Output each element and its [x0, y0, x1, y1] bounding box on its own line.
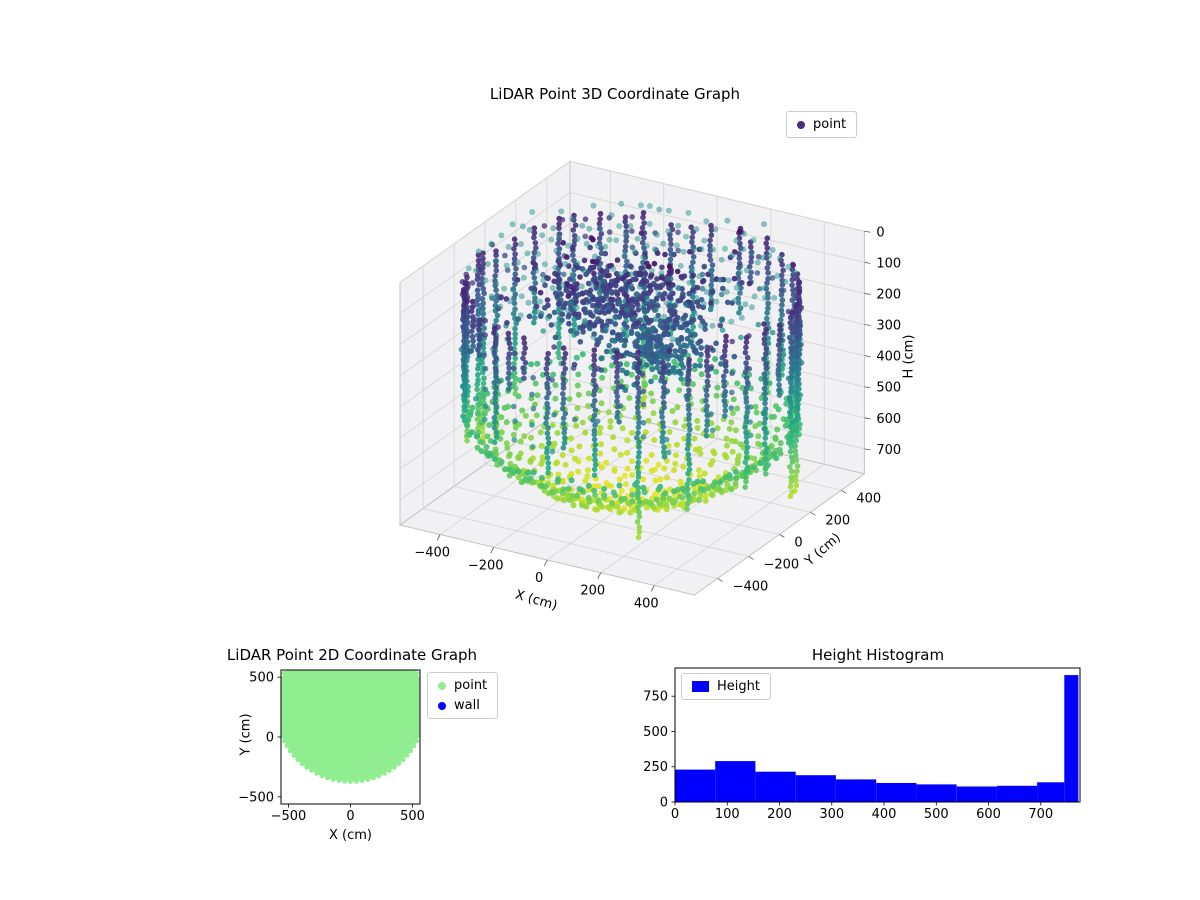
tick-label: 750 — [643, 690, 668, 705]
legend-item-label: point — [813, 117, 847, 132]
tick-label: 400 — [876, 350, 901, 365]
tick-label: 700 — [876, 443, 901, 458]
tick-label: 500 — [400, 809, 425, 824]
point-marker-swatch — [797, 120, 805, 129]
tick-label: 400 — [872, 807, 897, 822]
point-scatter-region — [281, 670, 420, 784]
plot3d-title: LiDAR Point 3D Coordinate Graph — [489, 85, 741, 103]
legend-item-label: wall — [454, 698, 480, 713]
tick-label: −200 — [468, 558, 504, 573]
tick-label: −200 — [764, 557, 800, 572]
tick-label: 0 — [660, 796, 668, 811]
tick-label: 400 — [856, 491, 881, 506]
tick-label: −400 — [733, 580, 769, 595]
height-histogram-plot: 0 100 200 300 400 500 600 700 0 250 500 750 — [643, 667, 1081, 822]
tick-label: 500 — [924, 807, 949, 822]
height-bar-swatch — [692, 681, 709, 692]
scatter2d-plot: −500 0 500 −500 0 500 — [238, 669, 425, 824]
tick-label: 200 — [876, 287, 901, 302]
point-cloud — [458, 200, 805, 541]
tick-label: 700 — [1028, 807, 1053, 822]
tick-label: 0 — [535, 571, 543, 586]
x-axis-label: X (cm) — [513, 587, 558, 613]
tick-label: 100 — [715, 807, 740, 822]
histogram-legend: Height — [681, 673, 771, 700]
histogram-title: Height Histogram — [811, 646, 945, 664]
tick-label: 500 — [249, 671, 274, 686]
tick-label: 300 — [819, 807, 844, 822]
axes-hist-ticks: 0 100 200 300 400 500 600 700 0 250 500 750 — [643, 690, 1053, 822]
tick-label: 100 — [876, 256, 901, 271]
tick-label: 300 — [876, 319, 901, 334]
tick-label: −500 — [238, 790, 274, 805]
plot3d-legend: point — [786, 111, 858, 138]
tick-label: 0 — [671, 807, 679, 822]
tick-label: 0 — [346, 809, 354, 824]
tick-label: 500 — [643, 725, 668, 740]
plot2d-title: LiDAR Point 2D Coordinate Graph — [226, 646, 478, 664]
tick-label: −400 — [414, 546, 450, 561]
axes2d-ticks: −500 0 500 −500 0 500 — [238, 671, 425, 824]
tick-label: 0 — [876, 225, 884, 240]
legend-item-point: point — [797, 117, 846, 132]
h-axis-label: H (cm) — [901, 335, 916, 379]
tick-label: 600 — [876, 412, 901, 427]
y-axis-label: Y (cm) — [802, 530, 844, 570]
tick-label: 0 — [266, 731, 274, 746]
tick-label: 400 — [634, 597, 659, 612]
legend-item-wall: wall — [438, 698, 487, 713]
histogram-bars — [675, 675, 1079, 802]
wall-marker-swatch — [438, 701, 446, 710]
axes-hist-frame — [674, 667, 1081, 803]
plot2d-legend: point wall — [427, 672, 499, 719]
point-marker-swatch — [438, 681, 446, 690]
tick-label: 200 — [825, 513, 850, 528]
tick-label: 200 — [767, 807, 792, 822]
legend-item-point: point — [438, 678, 487, 693]
plot2d-ylabel: Y (cm) — [238, 713, 254, 756]
tick-label: 600 — [976, 807, 1001, 822]
tick-label: 200 — [580, 584, 605, 599]
scatter3d-plot: −400 −200 0 200 400 −400 −200 0 200 400 0 100 200 300… — [398, 160, 916, 614]
tick-label: 500 — [876, 381, 901, 396]
plot2d-xlabel: X (cm) — [329, 828, 372, 843]
legend-item-label: Height — [717, 679, 760, 694]
legend-item-label: point — [454, 678, 488, 693]
tick-label: −500 — [271, 809, 307, 824]
tick-label: 250 — [643, 760, 668, 775]
legend-item-height: Height — [692, 679, 760, 694]
tick-label: 0 — [794, 535, 802, 550]
